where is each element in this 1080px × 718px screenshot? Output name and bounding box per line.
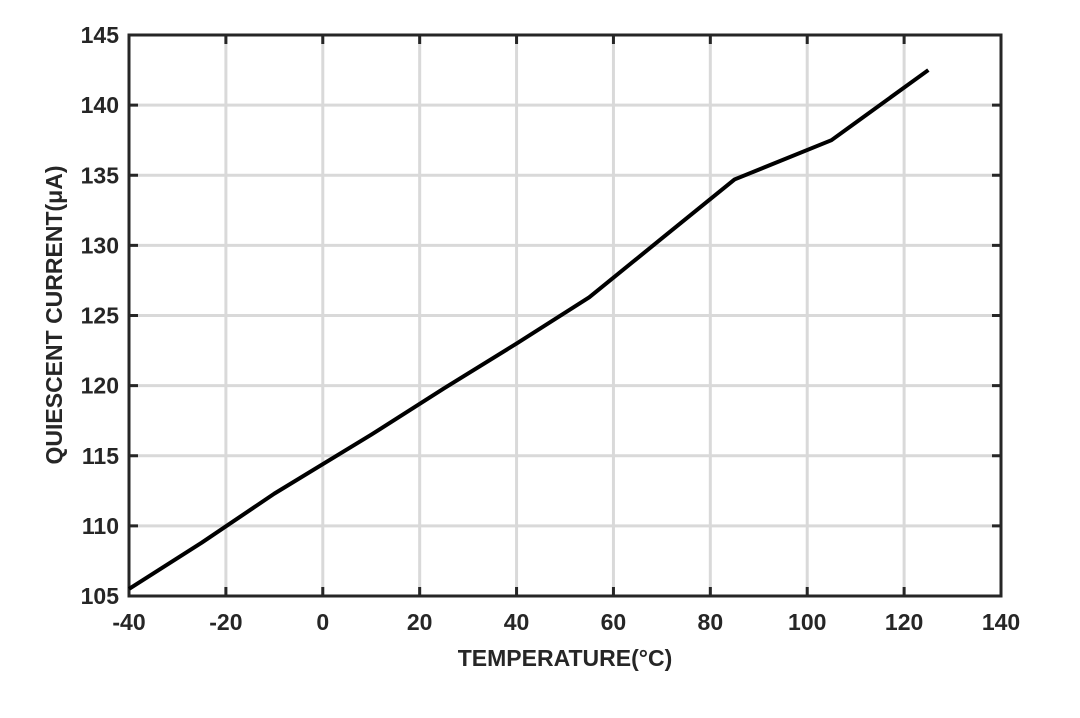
series-layer: [127, 68, 930, 591]
y-tick-label: 125: [81, 303, 120, 329]
x-tick-label: 60: [601, 609, 627, 635]
y-tick-label: 105: [81, 583, 120, 609]
y-tick-label: 115: [82, 443, 119, 469]
x-tick-label: 20: [407, 609, 433, 635]
x-tick-label: 40: [504, 609, 530, 635]
y-tick-label: 140: [81, 92, 119, 118]
x-axis-title: TEMPERATURE(°C): [458, 645, 672, 671]
series-line: [127, 68, 930, 591]
x-tick-label: 140: [982, 609, 1020, 635]
x-tick-label: 80: [698, 609, 724, 635]
x-tick-label: -40: [112, 609, 145, 635]
y-tick-label: 130: [81, 232, 119, 258]
y-tick-label: 120: [81, 373, 119, 399]
x-tick-label: 120: [885, 609, 923, 635]
x-tick-label: -20: [209, 609, 242, 635]
axis-ticks: [127, 33, 1003, 598]
grid-lines: [129, 35, 1001, 596]
x-tick-label: 0: [316, 609, 329, 635]
y-tick-labels: 105 110 115 120 125 130 135 140 145: [81, 22, 120, 609]
y-tick-label: 135: [81, 162, 120, 188]
y-axis-title: QUIESCENT CURRENT(μA): [41, 165, 67, 464]
y-tick-label: 110: [82, 513, 119, 539]
x-tick-label: 100: [788, 609, 826, 635]
x-tick-labels: -40 -20 0 20 40 60 80 100 120 140: [112, 609, 1020, 635]
y-tick-label: 145: [81, 22, 120, 48]
